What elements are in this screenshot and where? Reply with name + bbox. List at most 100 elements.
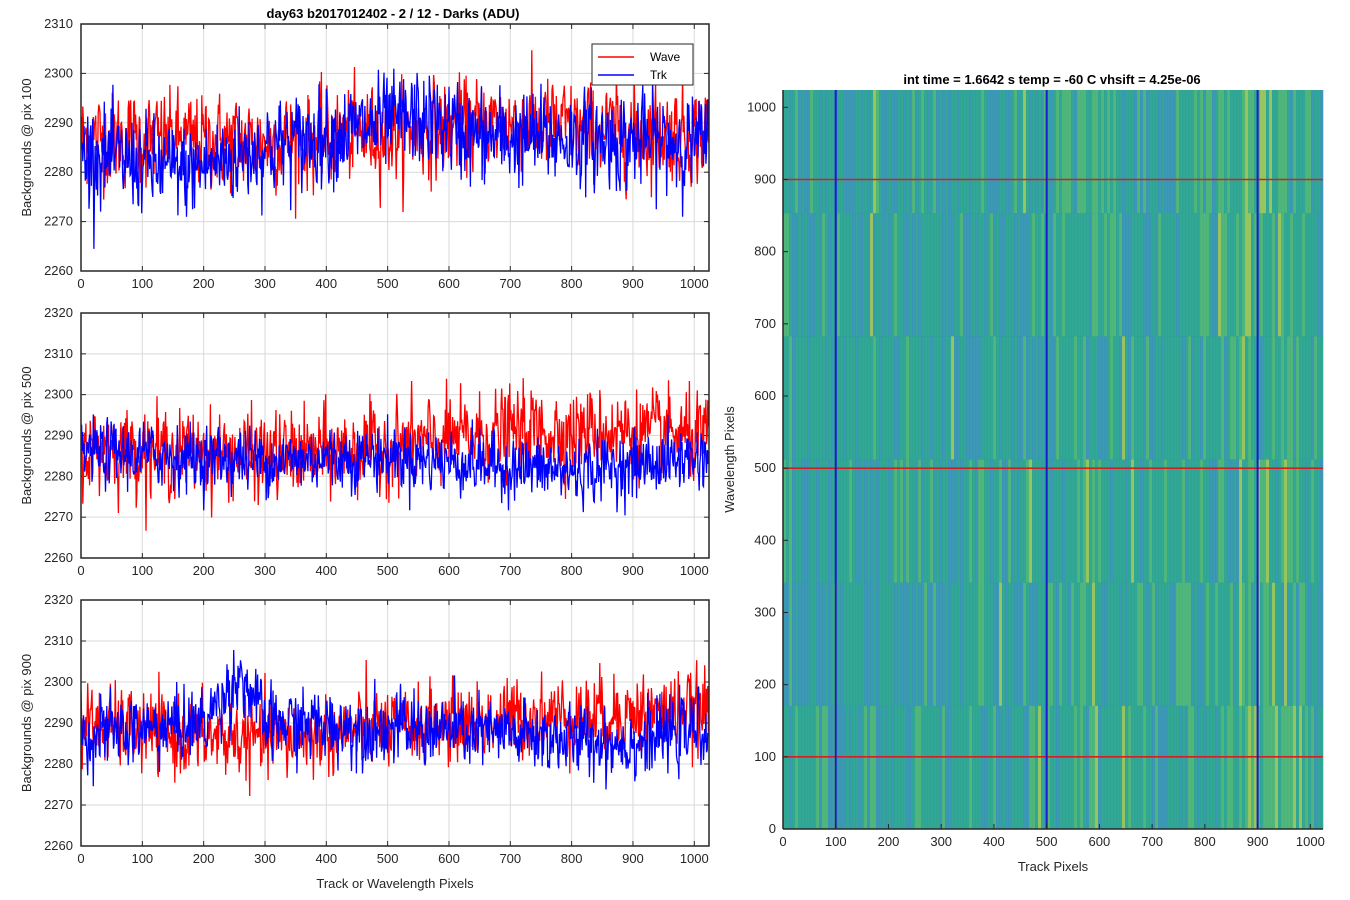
heatmap-cell	[1260, 705, 1264, 830]
heatmap-cell	[1131, 582, 1135, 707]
heatmap-cell	[1161, 213, 1165, 337]
x-tick-label: 900	[622, 276, 644, 291]
heatmap-cell	[1005, 213, 1009, 337]
heatmap-cell	[816, 336, 820, 460]
heatmap-cell	[870, 459, 874, 583]
heatmap-cell	[1143, 582, 1147, 707]
heatmap-cell	[1188, 213, 1192, 337]
heatmap-cell	[783, 213, 787, 337]
heatmap-cell	[894, 459, 898, 583]
heatmap-cell	[1200, 459, 1204, 583]
heatmap-cell	[1224, 336, 1228, 460]
heatmap-cell	[873, 90, 877, 214]
heatmap-cell	[1122, 459, 1126, 583]
heatmap-cell	[1080, 705, 1084, 830]
heatmap-cell	[1281, 90, 1285, 214]
x-tick-label: 700	[499, 563, 521, 578]
heatmap-cell	[894, 336, 898, 460]
heatmap-cell	[1041, 459, 1045, 583]
heatmap-cell	[912, 213, 916, 337]
heatmap-cell	[885, 582, 889, 707]
heatmap-cell	[843, 90, 847, 214]
heatmap-cell	[939, 705, 943, 830]
heatmap-cell	[1287, 705, 1291, 830]
heatmap-cell	[1143, 336, 1147, 460]
heatmap-cell	[1062, 459, 1066, 583]
heatmap-cell	[1077, 90, 1081, 214]
heatmap-cell	[843, 336, 847, 460]
heatmap-cell	[897, 705, 901, 830]
heatmap-cell	[1224, 705, 1228, 830]
heatmap-cell	[1266, 213, 1270, 337]
heatmap-cell	[1152, 213, 1156, 337]
heatmap-cell	[1074, 459, 1078, 583]
heatmap-cell	[1080, 213, 1084, 337]
heatmap-cell	[1059, 213, 1063, 337]
heatmap-cell	[1164, 705, 1168, 830]
heatmap-cell	[1062, 336, 1066, 460]
heatmap-cell	[810, 459, 814, 583]
heatmap-cell	[1011, 705, 1015, 830]
heatmap-cell	[1023, 336, 1027, 460]
heatmap-title: int time = 1.6642 s temp = -60 C vhsift …	[903, 72, 1200, 87]
heatmap-cell	[1056, 705, 1060, 830]
heatmap-cell	[1311, 582, 1315, 707]
heatmap-cell	[1101, 213, 1105, 337]
legend-label-wave: Wave	[650, 50, 681, 64]
heatmap-cell	[963, 213, 967, 337]
heatmap-cell	[1173, 213, 1177, 337]
heatmap-cell	[849, 705, 853, 830]
y-tick-label: 400	[754, 532, 776, 547]
heatmap-cell	[1047, 582, 1051, 707]
heatmap-cell	[1023, 582, 1027, 707]
heatmap-cell	[879, 336, 883, 460]
heatmap-cell	[933, 336, 937, 460]
heatmap-cell	[990, 705, 994, 830]
heatmap-cell	[1152, 705, 1156, 830]
heatmap-cell	[1065, 213, 1069, 337]
heatmap-cell	[1197, 582, 1201, 707]
heatmap-cell	[921, 705, 925, 830]
heatmap-cell	[882, 459, 886, 583]
heatmap-cell	[858, 582, 862, 707]
heatmap-cell	[1065, 459, 1069, 583]
heatmap-cell	[963, 705, 967, 830]
heatmap-cell	[882, 213, 886, 337]
heatmap-cell	[1209, 336, 1213, 460]
heatmap-cell	[954, 459, 958, 583]
heatmap-cell	[1149, 705, 1153, 830]
heatmap-cell	[837, 459, 841, 583]
heatmap-cell	[1110, 336, 1114, 460]
heatmap-cell	[798, 213, 802, 337]
heatmap-cell	[1035, 459, 1039, 583]
x-tick-label: 200	[193, 851, 215, 866]
heatmap-cell	[1035, 213, 1039, 337]
heatmap-cell	[1017, 705, 1021, 830]
heatmap-cell	[813, 336, 817, 460]
heatmap-cell	[1281, 705, 1285, 830]
heatmap-cell	[999, 213, 1003, 337]
heatmap-cell	[810, 90, 814, 214]
heatmap-cell	[963, 459, 967, 583]
heatmap-cell	[1014, 90, 1018, 214]
heatmap-cell	[1170, 582, 1174, 707]
heatmap-cell	[1143, 459, 1147, 583]
x-tick-label: 100	[131, 276, 153, 291]
heatmap-cell	[1242, 459, 1246, 583]
heatmap-cell	[1305, 90, 1309, 214]
x-tick-label: 900	[622, 851, 644, 866]
heatmap-cell	[1296, 582, 1300, 707]
heatmap-cell	[813, 459, 817, 583]
heatmap-cell	[1056, 90, 1060, 214]
heatmap-cell	[795, 90, 799, 214]
heatmap-cell	[1119, 705, 1123, 830]
heatmap-cell	[1092, 459, 1096, 583]
heatmap-cell	[867, 582, 871, 707]
heatmap-cell	[951, 336, 955, 460]
heatmap-cell	[1005, 336, 1009, 460]
heatmap-cell	[819, 459, 823, 583]
heatmap-cell	[804, 705, 808, 830]
heatmap-cell	[885, 705, 889, 830]
heatmap-cell	[999, 336, 1003, 460]
heatmap-cell	[801, 90, 805, 214]
